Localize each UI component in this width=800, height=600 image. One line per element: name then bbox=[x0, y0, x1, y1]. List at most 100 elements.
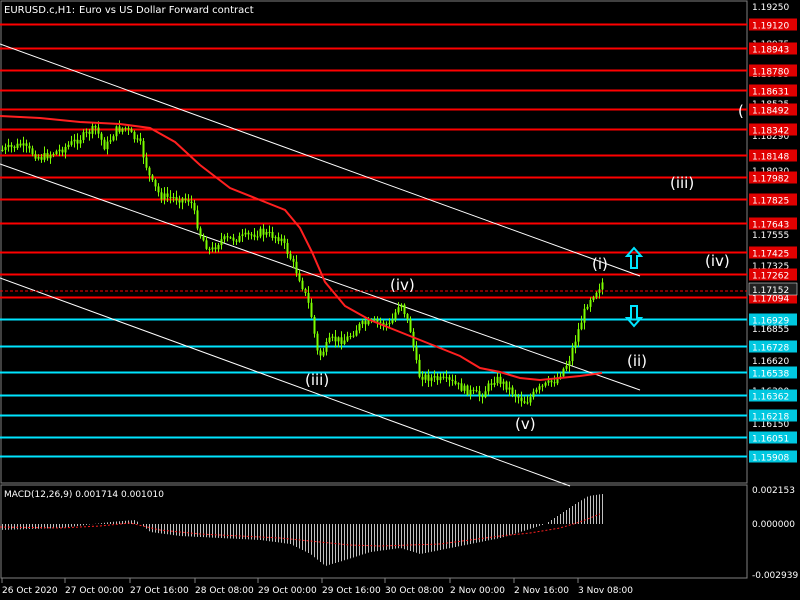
candle bbox=[520, 391, 523, 407]
candle bbox=[400, 303, 403, 311]
resistance-level-value: 1.18492 bbox=[752, 107, 789, 117]
candle bbox=[217, 242, 220, 253]
candle bbox=[460, 378, 463, 392]
resistance-level-label: 1.18492 bbox=[749, 103, 797, 117]
candle bbox=[346, 331, 349, 342]
candle bbox=[466, 384, 469, 396]
wave-label-open: ( bbox=[738, 102, 744, 120]
candle bbox=[598, 283, 601, 299]
candle bbox=[421, 371, 424, 387]
resistance-level-label: 1.17425 bbox=[749, 246, 797, 260]
candle bbox=[478, 385, 481, 402]
candle bbox=[184, 193, 187, 204]
current-price-value: 1.17152 bbox=[752, 286, 789, 296]
candle bbox=[343, 334, 346, 346]
candle bbox=[340, 331, 343, 350]
candle bbox=[148, 166, 151, 182]
candle bbox=[406, 313, 409, 323]
candle bbox=[307, 286, 310, 309]
candle bbox=[97, 121, 100, 139]
candle bbox=[76, 133, 79, 150]
wave-label-i: (i) bbox=[592, 255, 608, 273]
candle bbox=[472, 387, 475, 394]
price-tick-label: 1.16620 bbox=[752, 357, 789, 367]
support-level-label: 1.16218 bbox=[749, 409, 797, 423]
candle bbox=[301, 277, 304, 292]
resistance-level-value: 1.17825 bbox=[752, 197, 789, 207]
candle bbox=[310, 298, 313, 319]
resistance-level-value: 1.18342 bbox=[752, 127, 789, 137]
candle bbox=[115, 125, 118, 141]
candle bbox=[535, 387, 538, 394]
candle bbox=[433, 370, 436, 382]
arrow-up-icon[interactable] bbox=[624, 246, 644, 269]
resistance-level-value: 1.18943 bbox=[752, 46, 789, 56]
candle bbox=[322, 347, 325, 358]
support-level-value: 1.16538 bbox=[752, 370, 789, 380]
channel-upper-line[interactable] bbox=[0, 43, 641, 277]
candle bbox=[292, 255, 295, 269]
candle bbox=[448, 374, 451, 387]
candle bbox=[355, 325, 358, 337]
resistance-level-value: 1.19120 bbox=[752, 22, 789, 32]
candle bbox=[457, 382, 460, 390]
candle bbox=[1, 145, 4, 152]
candle bbox=[82, 129, 85, 144]
candle bbox=[250, 231, 253, 240]
candle bbox=[445, 370, 448, 383]
macd-plot-frame bbox=[0, 484, 748, 579]
candle bbox=[574, 335, 577, 354]
candle bbox=[412, 328, 415, 352]
time-tick-label: 3 Nov 08:00 bbox=[578, 586, 633, 596]
time-tick-label: 30 Oct 08:00 bbox=[385, 586, 444, 596]
candle bbox=[490, 378, 493, 391]
candle bbox=[10, 142, 13, 153]
price-axis[interactable]: 1.192501.189751.187551.185251.182901.180… bbox=[748, 3, 798, 464]
candle bbox=[22, 136, 25, 153]
channel-middle-line[interactable] bbox=[0, 163, 641, 391]
candle bbox=[544, 381, 547, 388]
candle bbox=[58, 144, 61, 157]
candle bbox=[127, 125, 130, 135]
resistance-level-label: 1.17262 bbox=[749, 268, 797, 282]
macd-tick-label: -0.002939 bbox=[752, 571, 798, 581]
candle bbox=[376, 316, 379, 328]
candle bbox=[226, 232, 229, 242]
candle bbox=[427, 369, 430, 387]
candle bbox=[139, 132, 142, 145]
arrow-down-icon[interactable] bbox=[624, 305, 644, 328]
candle bbox=[325, 338, 328, 356]
candle bbox=[349, 332, 352, 340]
resistance-level-label: 1.17643 bbox=[749, 217, 797, 231]
candle bbox=[37, 154, 40, 161]
candle bbox=[586, 304, 589, 311]
candle bbox=[415, 341, 418, 364]
candle bbox=[373, 316, 376, 322]
candle bbox=[565, 360, 568, 371]
candle bbox=[580, 315, 583, 331]
candle bbox=[331, 333, 334, 342]
time-axis[interactable]: 26 Oct 2020 27 Oct 00:00 27 Oct 16:00 28 Oc… bbox=[1, 578, 633, 596]
candle bbox=[244, 228, 247, 238]
candle bbox=[589, 297, 592, 312]
candle bbox=[64, 143, 67, 159]
candle bbox=[241, 229, 244, 242]
candle bbox=[16, 138, 19, 150]
candle bbox=[100, 131, 103, 146]
candle bbox=[547, 375, 550, 386]
candle bbox=[61, 146, 64, 157]
candle bbox=[280, 234, 283, 246]
time-tick-label: 26 Oct 2020 bbox=[2, 586, 58, 596]
wave-label-right-ii: (ii) bbox=[627, 352, 647, 370]
candle bbox=[163, 187, 166, 205]
candle bbox=[103, 137, 106, 151]
time-tick-label: 28 Oct 08:00 bbox=[195, 586, 254, 596]
support-level-label: 1.15908 bbox=[749, 450, 797, 464]
candle bbox=[193, 199, 196, 215]
candle bbox=[229, 236, 232, 240]
channel-lower-line[interactable] bbox=[0, 277, 571, 487]
candle bbox=[430, 374, 433, 387]
candle bbox=[394, 308, 397, 323]
